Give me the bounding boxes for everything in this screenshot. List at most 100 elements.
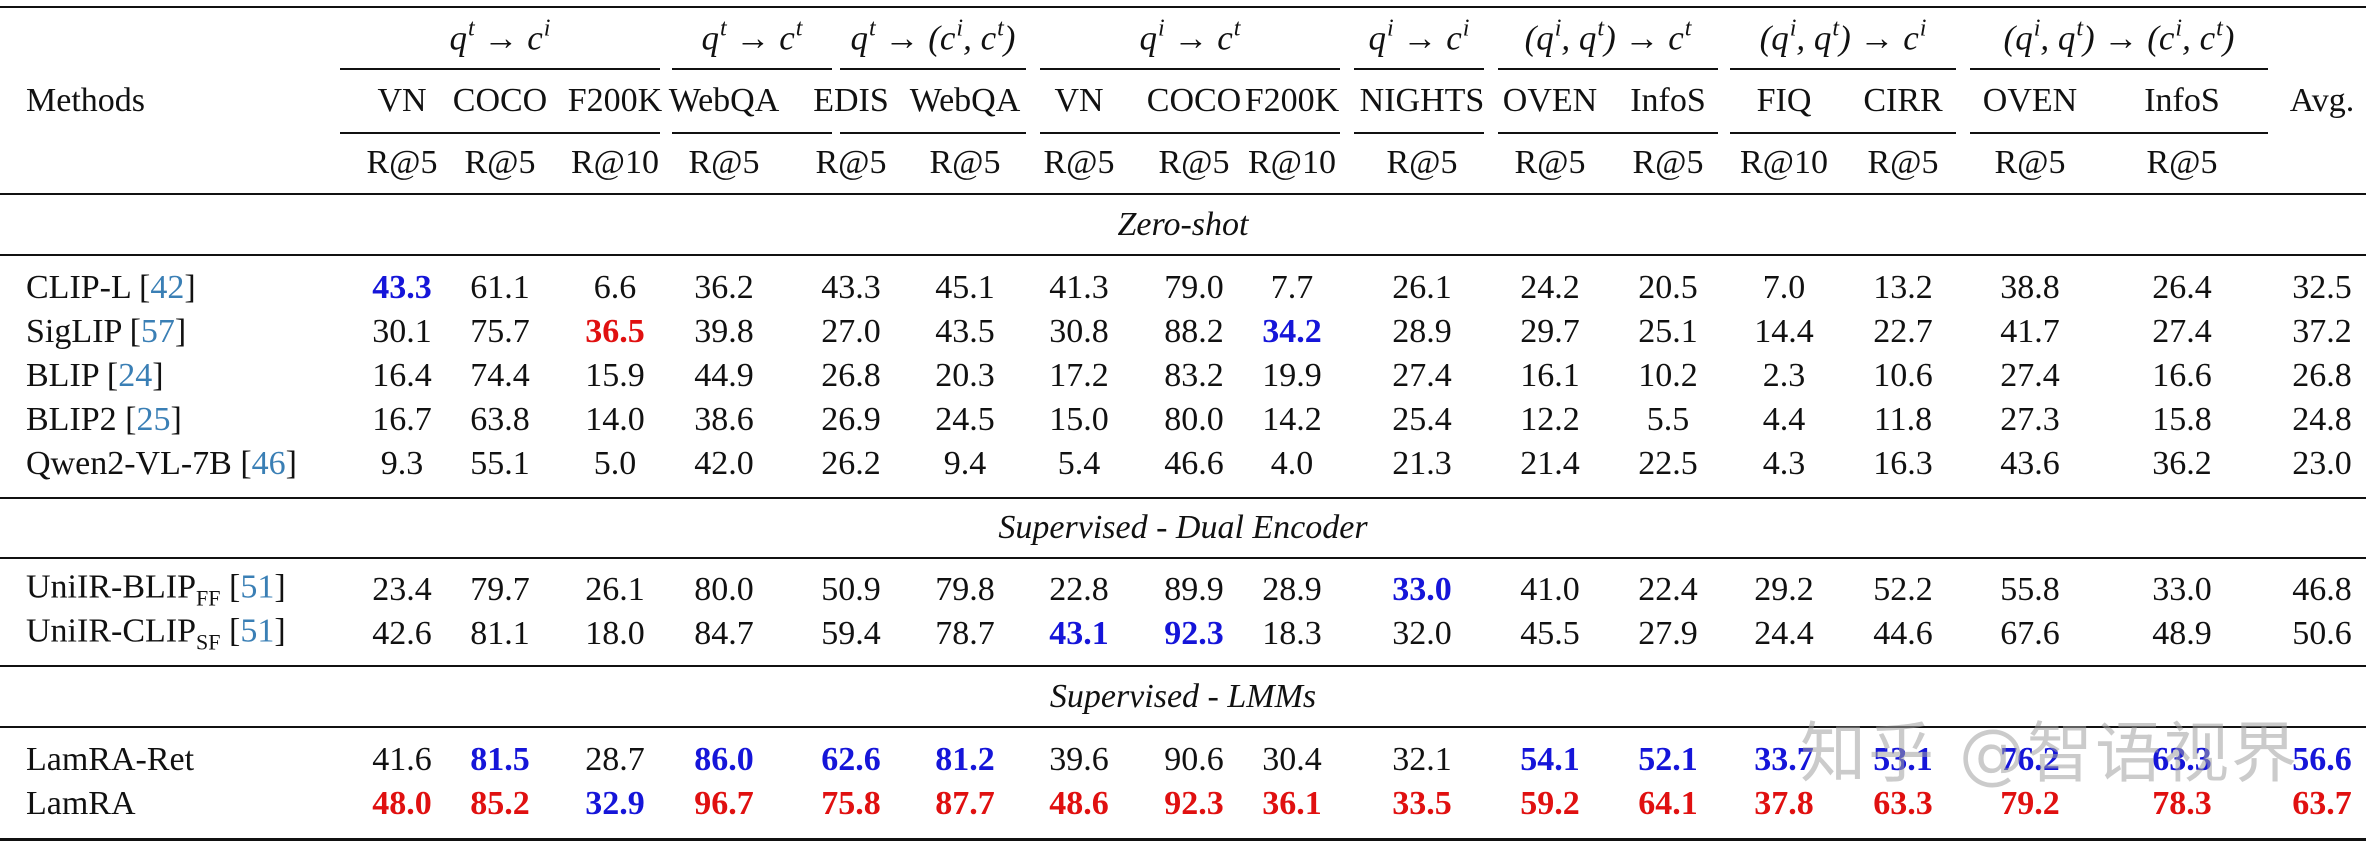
value-cell: 48.9 <box>2152 615 2212 652</box>
group-header-2: qt → ct <box>701 15 803 58</box>
metric-header-6: R@5 <box>929 144 1001 181</box>
method-name: CLIP-L [42] <box>26 269 196 306</box>
value-cell: 28.7 <box>585 741 645 778</box>
dataset-header-2: COCO <box>452 82 548 119</box>
value-cell: 52.2 <box>1873 571 1933 608</box>
value-cell: 16.1 <box>1520 357 1580 394</box>
value-cell: 20.5 <box>1638 269 1698 306</box>
value-cell: 92.3 <box>1164 615 1224 652</box>
metric-header-2: R@5 <box>464 144 536 181</box>
value-cell: 50.6 <box>2292 615 2352 652</box>
value-cell: 43.3 <box>821 269 881 306</box>
value-cell: 39.6 <box>1049 741 1109 778</box>
value-cell: 16.4 <box>372 357 432 394</box>
value-cell: 43.5 <box>935 313 995 350</box>
value-cell: 75.8 <box>821 785 881 822</box>
dataset-underline-2 <box>672 132 832 134</box>
value-cell: 27.9 <box>1638 615 1698 652</box>
value-cell: 10.6 <box>1873 357 1933 394</box>
value-cell: 87.7 <box>935 785 995 822</box>
value-cell: 42.0 <box>694 445 754 482</box>
metric-header-12: R@5 <box>1632 144 1704 181</box>
method-name: BLIP [24] <box>26 357 164 394</box>
value-cell: 6.6 <box>593 269 637 306</box>
metric-header-14: R@5 <box>1867 144 1939 181</box>
value-cell: 4.0 <box>1270 445 1314 482</box>
value-cell: 29.2 <box>1754 571 1814 608</box>
dataset-underline-3 <box>840 132 1026 134</box>
value-cell: 75.7 <box>470 313 530 350</box>
value-cell: 26.1 <box>1392 269 1452 306</box>
value-cell: 36.2 <box>694 269 754 306</box>
value-cell: 26.8 <box>821 357 881 394</box>
value-cell: 74.4 <box>470 357 530 394</box>
value-cell: 24.2 <box>1520 269 1580 306</box>
value-cell: 38.6 <box>694 401 754 438</box>
value-cell: 38.8 <box>2000 269 2060 306</box>
top-rule <box>0 6 2366 8</box>
value-cell: 36.2 <box>2152 445 2212 482</box>
value-cell: 4.3 <box>1762 445 1806 482</box>
method-name: LamRA <box>26 785 136 822</box>
value-cell: 17.2 <box>1049 357 1109 394</box>
value-cell: 79.2 <box>2000 785 2060 822</box>
metric-header-15: R@5 <box>1994 144 2066 181</box>
value-cell: 85.2 <box>470 785 530 822</box>
value-cell: 61.1 <box>470 269 530 306</box>
value-cell: 89.9 <box>1164 571 1224 608</box>
value-cell: 32.0 <box>1392 615 1452 652</box>
value-cell: 62.6 <box>821 741 881 778</box>
value-cell: 26.1 <box>585 571 645 608</box>
value-cell: 22.8 <box>1049 571 1109 608</box>
group-underline-6 <box>1498 68 1718 70</box>
value-cell: 59.4 <box>821 615 881 652</box>
group-header-4: qi → ct <box>1139 15 1241 58</box>
value-cell: 27.4 <box>2152 313 2212 350</box>
value-cell: 30.1 <box>372 313 432 350</box>
dataset-underline-7 <box>1730 132 1956 134</box>
value-cell: 25.4 <box>1392 401 1452 438</box>
value-cell: 55.1 <box>470 445 530 482</box>
value-cell: 16.3 <box>1873 445 1933 482</box>
value-cell: 24.5 <box>935 401 995 438</box>
value-cell: 28.9 <box>1392 313 1452 350</box>
metric-header-11: R@5 <box>1514 144 1586 181</box>
value-cell: 30.4 <box>1262 741 1322 778</box>
value-cell: 81.5 <box>470 741 530 778</box>
value-cell: 24.4 <box>1754 615 1814 652</box>
dataset-header-7: VN <box>1054 82 1104 119</box>
dataset-underline-5 <box>1354 132 1484 134</box>
dataset-header-4: WebQA <box>668 82 780 119</box>
metric-header-10: R@5 <box>1386 144 1458 181</box>
value-cell: 79.7 <box>470 571 530 608</box>
dataset-header-11: OVEN <box>1502 82 1598 119</box>
metric-header-3: R@10 <box>571 144 659 181</box>
value-cell: 32.9 <box>585 785 645 822</box>
group-underline-5 <box>1354 68 1484 70</box>
value-cell: 52.1 <box>1638 741 1698 778</box>
value-cell: 16.6 <box>2152 357 2212 394</box>
value-cell: 83.2 <box>1164 357 1224 394</box>
value-cell: 79.8 <box>935 571 995 608</box>
method-name: SigLIP [57] <box>26 313 187 350</box>
value-cell: 88.2 <box>1164 313 1224 350</box>
group-underline-7 <box>1730 68 1956 70</box>
value-cell: 5.4 <box>1057 445 1101 482</box>
value-cell: 22.5 <box>1638 445 1698 482</box>
metric-header-9: R@10 <box>1248 144 1336 181</box>
value-cell: 10.2 <box>1638 357 1698 394</box>
value-cell: 67.6 <box>2000 615 2060 652</box>
method-name: Qwen2-VL-7B [46] <box>26 445 297 482</box>
value-cell: 9.4 <box>943 445 987 482</box>
dataset-header-8: COCO <box>1146 82 1242 119</box>
value-cell: 76.2 <box>2000 741 2060 778</box>
method-name: UniIR-BLIPFF [51] <box>26 568 286 611</box>
value-cell: 37.8 <box>1754 785 1814 822</box>
value-cell: 84.7 <box>694 615 754 652</box>
dataset-header-6: WebQA <box>909 82 1021 119</box>
dataset-header-15: OVEN <box>1982 82 2078 119</box>
value-cell: 18.3 <box>1262 615 1322 652</box>
value-cell: 81.2 <box>935 741 995 778</box>
value-cell: 32.1 <box>1392 741 1452 778</box>
dataset-header-12: InfoS <box>1630 82 1706 119</box>
